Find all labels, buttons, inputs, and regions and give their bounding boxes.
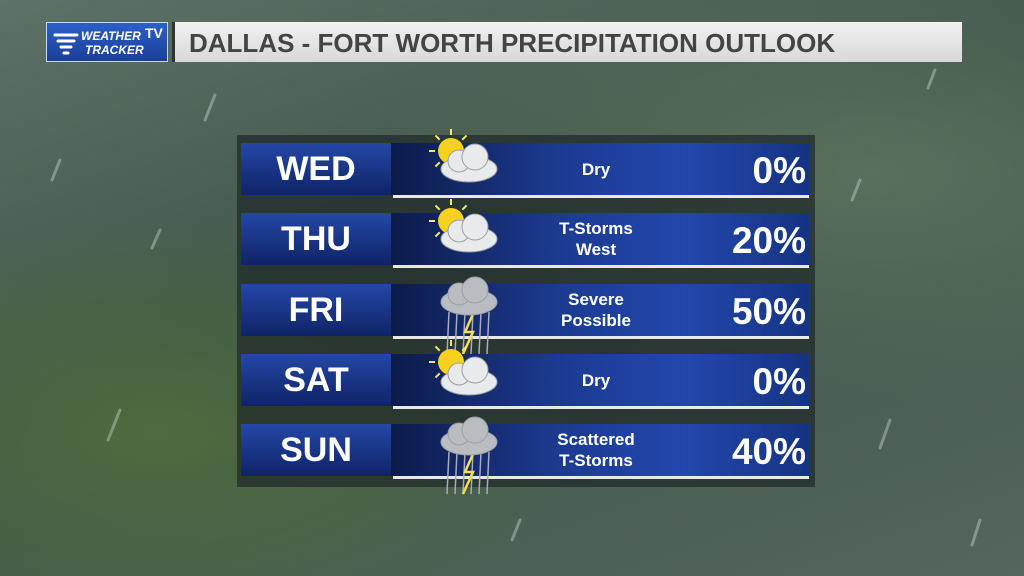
condition: Severe Possible (521, 284, 671, 336)
day-label: SAT (241, 354, 391, 406)
logo-text: TRACKER (85, 43, 144, 57)
row-underline (393, 406, 809, 409)
day-label: FRI (241, 284, 391, 336)
weather-icon (429, 199, 498, 253)
logo-icon (53, 33, 79, 55)
row-underline (393, 195, 809, 198)
condition-line: Dry (581, 159, 611, 179)
logo: WEATHER TV TRACKER (46, 22, 168, 62)
weather-icon (429, 129, 498, 183)
cloud (440, 213, 498, 253)
condition-line: T-Storms (559, 451, 633, 470)
condition: Dry (521, 143, 671, 195)
weather-icon (440, 416, 498, 495)
condition: Scattered T-Storms (521, 424, 671, 476)
storm (446, 451, 490, 495)
cloud (440, 356, 498, 396)
weather-icon (429, 340, 498, 396)
forecast-row: THU T-Storms West 20% (241, 199, 810, 268)
forecast-row: SAT Dry 0% (241, 340, 810, 409)
weather-icon (440, 276, 498, 355)
cloud (440, 416, 498, 456)
condition-line: Severe (568, 290, 624, 309)
cloud (440, 276, 498, 316)
row-underline (393, 336, 809, 339)
condition-line: West (575, 240, 617, 259)
forecast-row: WED Dry 0% (241, 129, 810, 198)
logo-badge: TV (145, 25, 163, 41)
forecast-row: SUN Scattered T-Storms 40% (241, 416, 810, 495)
storm (446, 311, 490, 355)
precip-chance: 0% (752, 361, 806, 402)
condition: T-Storms West (521, 213, 671, 265)
day-label: THU (241, 213, 391, 265)
cloud (440, 143, 498, 183)
precip-chance: 50% (731, 291, 806, 332)
forecast-row: FRI Severe Possible 50% (241, 276, 810, 355)
precip-chance: 20% (731, 220, 806, 261)
precip-chance: 40% (731, 431, 806, 472)
condition-line: T-Storms (559, 219, 633, 238)
condition-line: Scattered (557, 430, 635, 449)
precip-chance: 0% (752, 150, 806, 191)
logo-text: WEATHER (81, 29, 141, 43)
condition-line: Possible (561, 311, 631, 330)
title-bar: DALLAS - FORT WORTH PRECIPITATION OUTLOO… (172, 22, 962, 62)
day-label: WED (241, 143, 391, 195)
row-underline (393, 476, 809, 479)
title: DALLAS - FORT WORTH PRECIPITATION OUTLOO… (189, 28, 836, 58)
row-underline (393, 265, 809, 268)
day-label: SUN (241, 424, 391, 476)
condition: Dry (521, 354, 671, 406)
condition-line: Dry (581, 370, 611, 390)
